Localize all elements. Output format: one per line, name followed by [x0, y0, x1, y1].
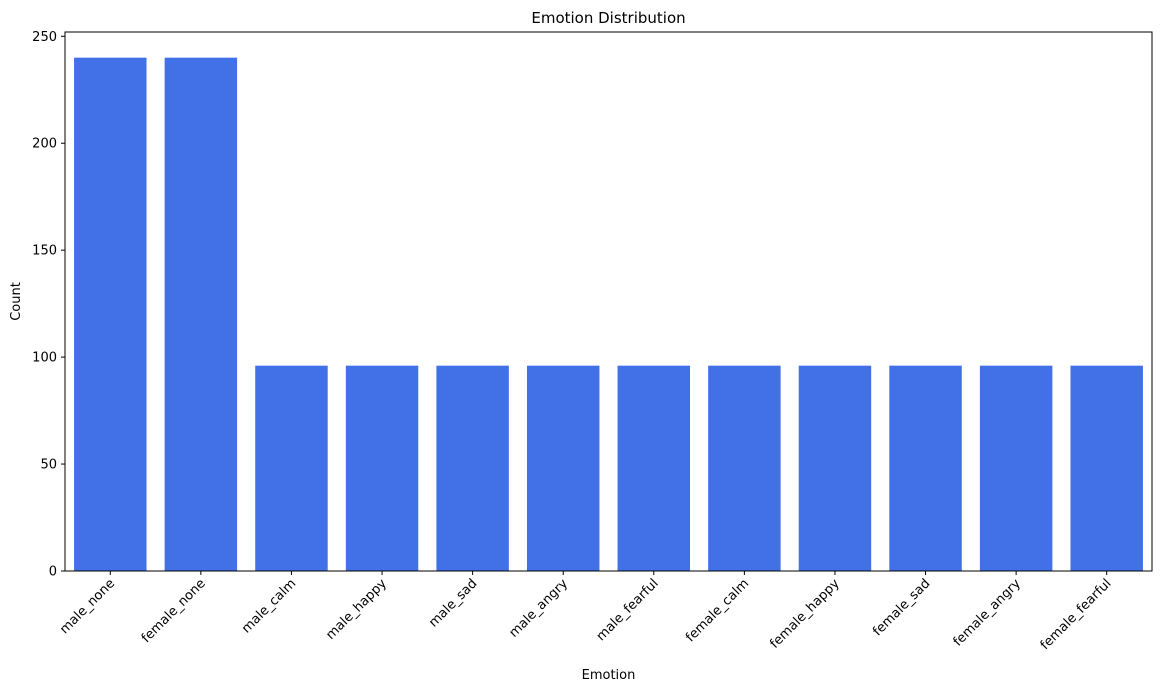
x-tick-label: male_sad: [426, 576, 480, 630]
x-tick-label: male_none: [57, 576, 118, 637]
y-tick-label: 50: [40, 458, 57, 473]
x-tick-label: male_calm: [239, 576, 299, 636]
bar-female-happy: [798, 365, 872, 571]
bar-female-fearful: [1070, 365, 1143, 571]
bar-male-fearful: [617, 365, 691, 571]
bar-female-calm: [708, 365, 781, 571]
bar-male-sad: [436, 365, 509, 571]
x-tick-label: male_angry: [507, 576, 572, 641]
plot-frame: [64, 31, 1153, 572]
x-tick-label: female_angry: [951, 576, 1025, 650]
y-axis-ticks: 0 50 100 150 200 250: [32, 30, 65, 580]
bars-group: [74, 57, 1143, 572]
y-tick-label: 0: [49, 565, 57, 580]
bar-male-none: [74, 57, 147, 572]
x-tick-label: female_calm: [683, 576, 752, 645]
y-tick-label: 100: [32, 351, 57, 366]
bar-female-none: [164, 57, 238, 572]
y-tick-label: 250: [32, 30, 57, 45]
bar-male-calm: [255, 365, 328, 571]
y-tick-label: 200: [32, 137, 57, 152]
x-axis-ticks: male_none female_none male_calm male_happy m…: [57, 571, 1115, 653]
x-tick-label: male_fearful: [594, 576, 662, 644]
bar-female-angry: [979, 365, 1053, 571]
x-tick-label: female_none: [139, 576, 209, 646]
x-tick-label: female_sad: [870, 576, 933, 639]
chart-title: Emotion Distribution: [531, 9, 685, 27]
y-axis-label: Count: [9, 282, 24, 321]
x-tick-label: female_fearful: [1038, 576, 1115, 653]
bar-female-sad: [889, 365, 962, 571]
y-tick-label: 150: [32, 244, 57, 259]
plot-background: [65, 32, 1152, 571]
x-tick-label: male_happy: [323, 576, 390, 643]
bar-male-angry: [526, 365, 600, 571]
x-axis-label: Emotion: [582, 668, 636, 683]
bar-male-happy: [345, 365, 419, 571]
x-tick-label: female_happy: [767, 576, 843, 652]
